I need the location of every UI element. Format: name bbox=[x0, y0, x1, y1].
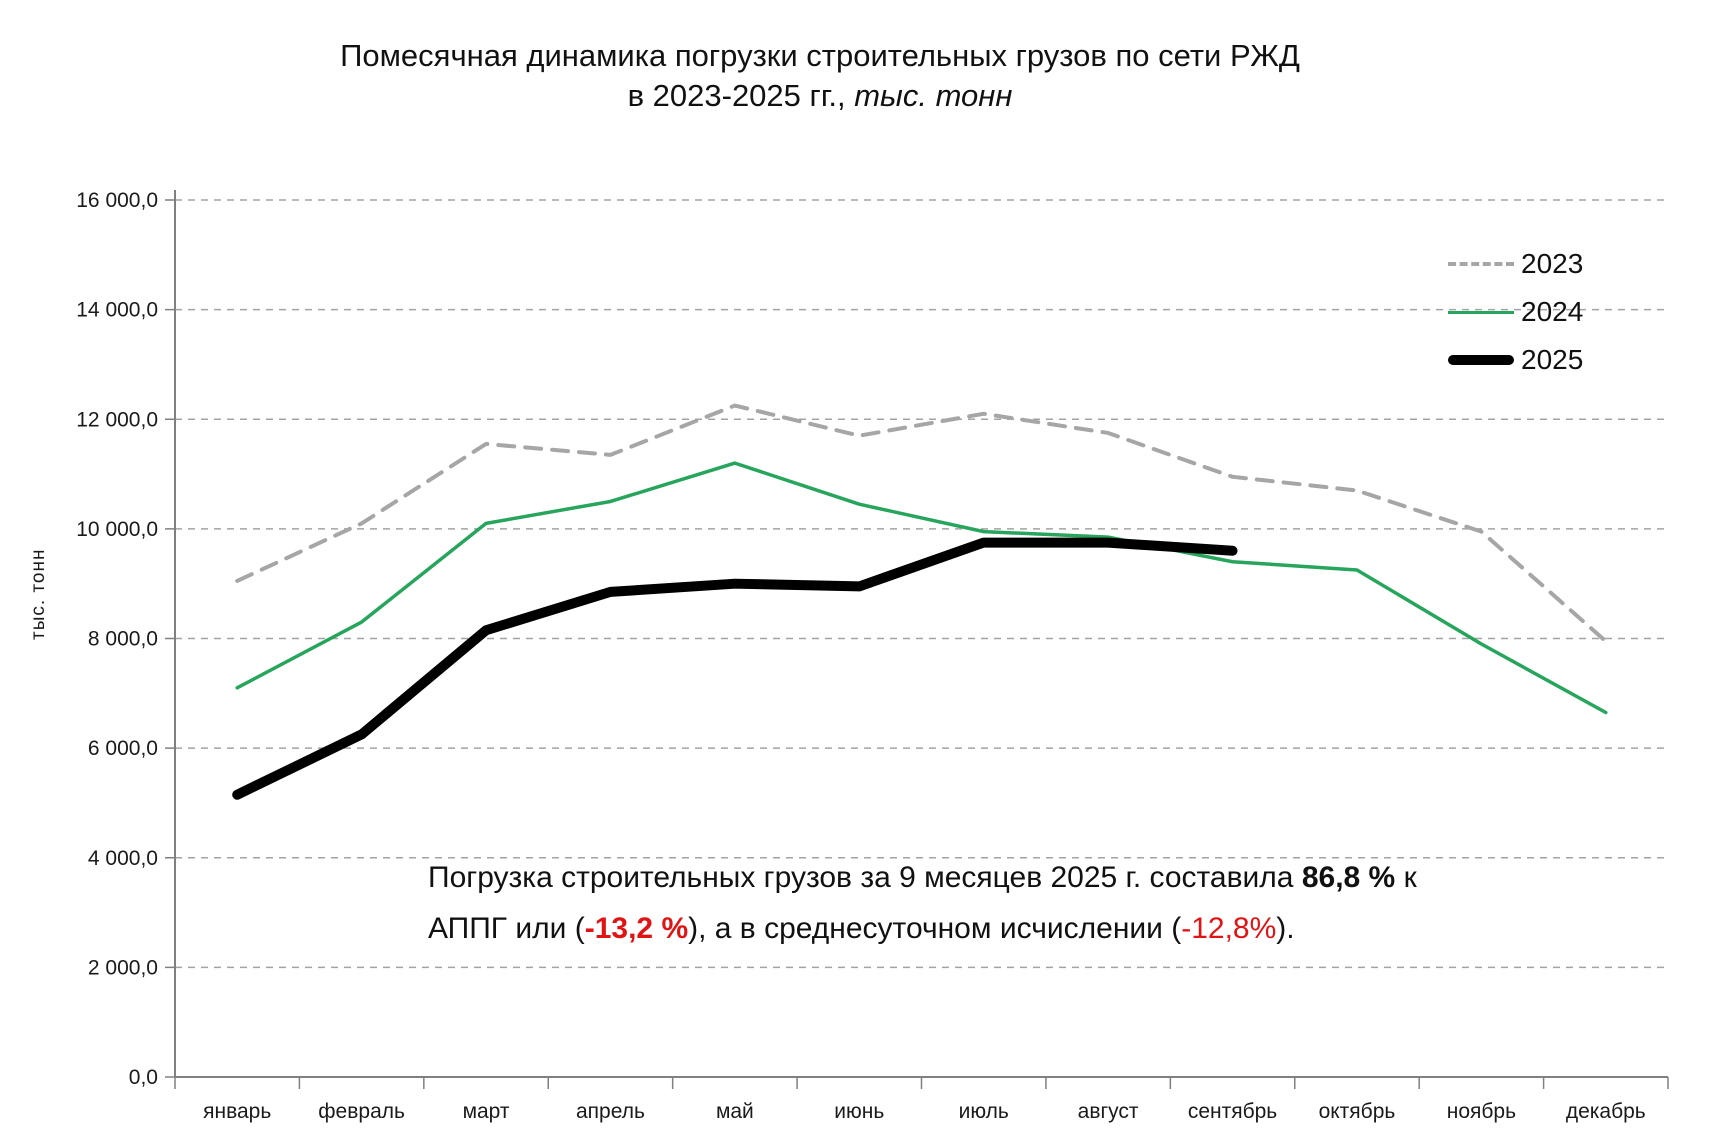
legend-label-2025: 2025 bbox=[1521, 344, 1584, 375]
legend-label-2024: 2024 bbox=[1521, 296, 1584, 327]
legend-dashed-line-icon bbox=[1448, 262, 1514, 266]
x-axis-label: ноябрь bbox=[1447, 1100, 1516, 1123]
y-axis-label: 14 000,0 bbox=[76, 299, 158, 322]
legend-item-2025: 2025 bbox=[1448, 336, 1583, 384]
series-line-2025 bbox=[232, 537, 1238, 800]
note-1a: Погрузка строительных грузов за 9 месяце… bbox=[428, 861, 1302, 894]
legend-label-2023: 2023 bbox=[1521, 248, 1584, 279]
x-axis-label: февраль bbox=[318, 1100, 405, 1123]
y-axis-label: 8 000,0 bbox=[88, 628, 158, 651]
x-axis-label: октябрь bbox=[1319, 1100, 1396, 1123]
y-axis-label: 10 000,0 bbox=[76, 518, 158, 541]
x-axis-label: май bbox=[716, 1100, 754, 1123]
series-line-2023 bbox=[235, 403, 1608, 644]
legend-solid-line-icon bbox=[1448, 310, 1514, 314]
x-axis-label: март bbox=[463, 1100, 510, 1123]
x-axis-label: июнь bbox=[834, 1100, 884, 1123]
note-delta-red: -12,8% bbox=[1181, 912, 1277, 945]
y-axis-label: 0,0 bbox=[129, 1066, 158, 1089]
y-axis-label: 12 000,0 bbox=[76, 408, 158, 431]
x-axis-label: апрель bbox=[576, 1100, 645, 1123]
x-axis-label: декабрь bbox=[1566, 1100, 1646, 1123]
note-delta-bold-red: -13,2 % bbox=[584, 912, 689, 945]
y-axis-label: 2 000,0 bbox=[88, 956, 158, 979]
note-2e: ). bbox=[1276, 912, 1295, 945]
legend-item-2024: 2024 bbox=[1448, 288, 1583, 336]
title-line2: в 2023-2025 гг., тыс. тонн bbox=[627, 78, 1013, 113]
page-title: Помесячная динамика погрузки строительны… bbox=[70, 36, 1570, 116]
note-percent-bold: 86,8 % bbox=[1301, 861, 1396, 894]
note-1c: к bbox=[1395, 861, 1417, 894]
annotation-text: Погрузка строительных грузов за 9 месяце… bbox=[428, 852, 1578, 954]
x-axis-label: август bbox=[1078, 1100, 1139, 1123]
title-line1: Помесячная динамика погрузки строительны… bbox=[340, 38, 1300, 73]
x-axis-label: сентябрь bbox=[1188, 1100, 1277, 1123]
y-axis-label: 6 000,0 bbox=[88, 737, 158, 760]
series-line-2024 bbox=[235, 461, 1608, 715]
x-axis-label: июль bbox=[959, 1100, 1009, 1123]
note-2c: ), а в среднесуточном исчислении ( bbox=[688, 912, 1182, 945]
legend-thick-line-icon bbox=[1448, 355, 1514, 365]
y-axis-label: 4 000,0 bbox=[88, 847, 158, 870]
legend-item-2023: 2023 bbox=[1448, 240, 1583, 288]
title-units: тыс. тонн bbox=[854, 78, 1013, 113]
note-2a: АППГ или ( bbox=[428, 912, 585, 945]
legend: 2023 2024 2025 bbox=[1448, 240, 1583, 384]
y-axis-label: 16 000,0 bbox=[76, 189, 158, 212]
x-axis-label: январь bbox=[203, 1100, 271, 1123]
